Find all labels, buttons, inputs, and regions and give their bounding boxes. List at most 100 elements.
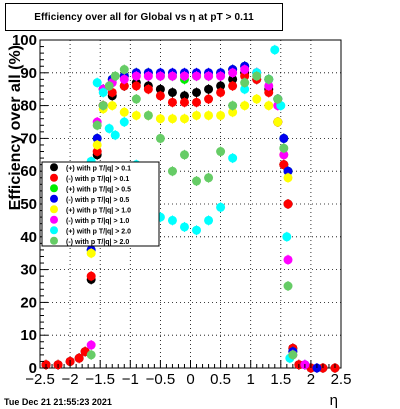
data-point [204,215,214,225]
legend-label: (+) with p T/|q| > 0.5 [66,186,131,193]
data-point [204,173,214,183]
data-point [192,110,202,120]
legend-label: (+) with p T/|q| > 0.1 [66,165,131,172]
y-tick-label: 10 [20,327,37,344]
data-point [204,94,214,104]
data-point [86,350,96,360]
data-point [92,140,102,150]
data-point [192,71,202,81]
data-point [167,97,177,107]
x-tick-label: 0.5 [210,371,231,388]
data-point [167,114,177,124]
data-point [216,202,226,212]
y-axis-label: Efficiency over all (%) [7,45,24,210]
data-point [282,232,292,242]
data-point [179,222,189,232]
data-point [192,225,202,235]
data-point [104,124,114,134]
data-point [216,71,226,81]
data-point [216,110,226,120]
data-point [179,150,189,160]
data-point [179,71,189,81]
data-point [167,87,177,97]
data-point [192,176,202,186]
data-point [288,350,298,360]
data-point [119,107,129,117]
data-point [179,97,189,107]
data-point [240,101,250,111]
y-tick-label: 20 [20,294,37,311]
data-point [104,81,114,91]
data-point [264,101,274,111]
legend-marker [50,173,58,182]
data-point [216,81,226,91]
data-point [92,78,102,88]
legend-label: (+) with p T/|q| > 2.0 [66,228,131,235]
legend-marker [50,184,58,193]
legend-marker [50,236,58,245]
y-tick-label: 100 [12,32,37,49]
data-point [228,101,238,111]
data-point [86,271,96,281]
data-point [240,65,250,75]
y-tick-label: 50 [20,196,37,213]
x-tick-label: −2.5 [25,371,55,388]
x-tick-label: −0.5 [146,371,176,388]
data-point [228,81,238,91]
data-point [252,94,262,104]
data-point [204,84,214,94]
x-tick-label: 2.5 [331,371,352,388]
data-point [119,65,129,75]
data-point [86,248,96,258]
data-point [204,71,214,81]
data-point [86,340,96,350]
data-point [74,353,84,363]
data-point [216,147,226,157]
data-point [264,74,274,84]
data-point [283,199,293,209]
legend-marker [50,205,58,214]
y-tick-label: 60 [20,163,37,180]
legend-marker [50,226,58,235]
data-point [273,94,283,104]
data-point [110,130,120,140]
data-point [228,68,238,78]
x-tick-label: −2 [62,371,79,388]
data-point [283,255,293,265]
x-tick-label: 1.5 [270,371,291,388]
data-point [283,281,293,291]
data-point [264,87,274,97]
data-point [228,74,238,84]
chart-title: Efficiency over all for Global vs η at p… [5,3,283,31]
data-point [131,81,141,91]
data-point [240,84,250,94]
x-axis-label: η [329,392,338,409]
data-point [107,101,117,111]
x-tick-label: −1 [122,371,139,388]
y-tick-label: 30 [20,262,37,279]
data-point [119,74,129,84]
legend-label: (-) with p T/|q| > 0.1 [66,176,129,183]
data-point [228,153,238,163]
data-point [167,215,177,225]
legend-label: (-) with p T/|q| > 0.5 [66,197,129,204]
y-tick-label: 90 [20,65,37,82]
data-point [143,84,153,94]
data-point [273,117,283,127]
data-point [240,78,250,88]
data-point [279,160,289,170]
data-point [192,87,202,97]
legend-label: (-) with p T/|q| > 1.0 [66,218,129,225]
data-point [155,114,165,124]
data-point [283,173,293,183]
data-point [279,143,289,153]
data-point [92,133,102,143]
data-point [155,133,165,143]
y-tick-label: 70 [20,130,37,147]
data-point [192,97,202,107]
data-point [131,71,141,81]
data-point [155,84,165,94]
data-point [143,110,153,120]
data-point [167,71,177,81]
legend-marker [50,194,58,203]
